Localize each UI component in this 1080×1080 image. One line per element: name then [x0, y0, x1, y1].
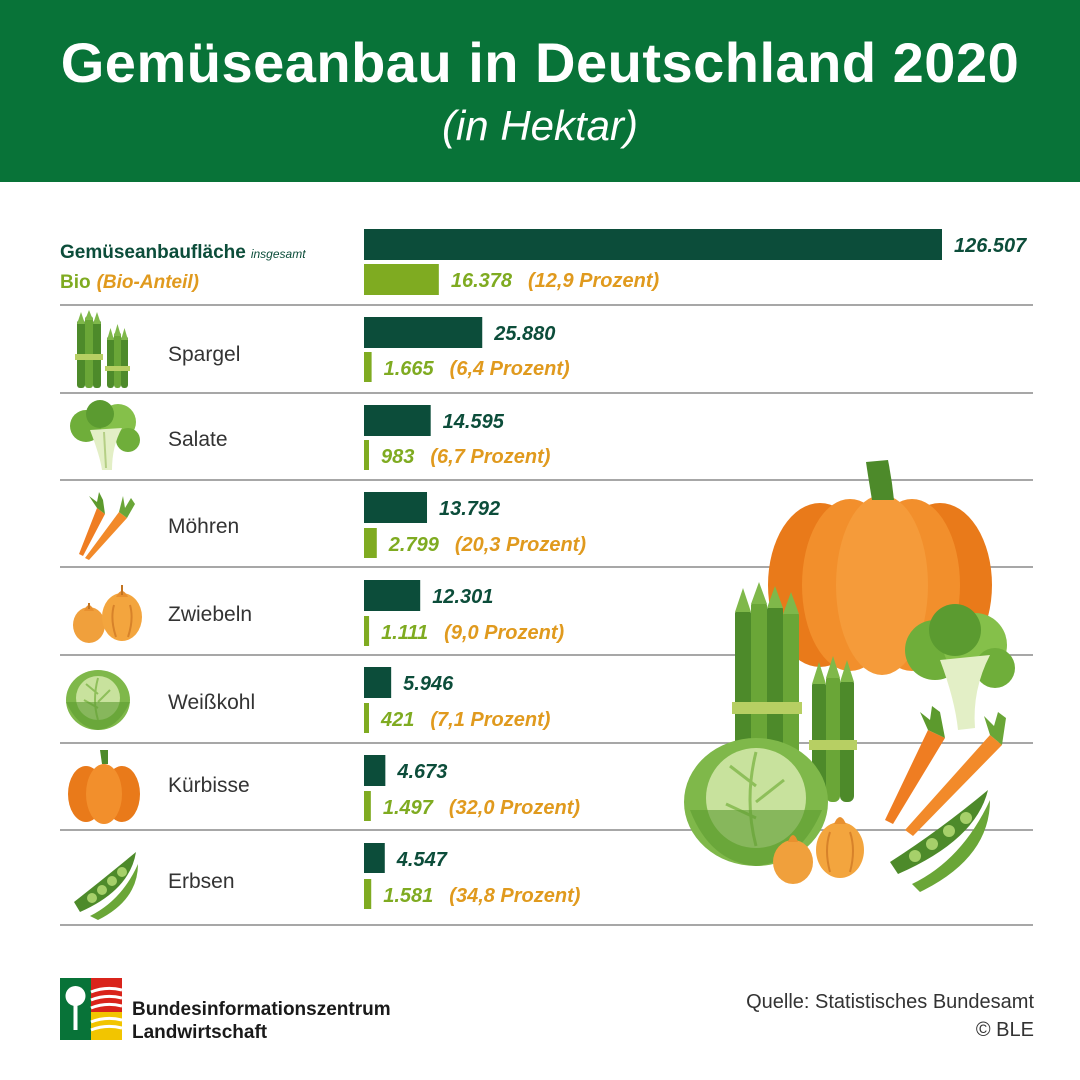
peas-illustration — [890, 790, 990, 892]
bar-total-salate — [364, 405, 431, 436]
onion-icon — [73, 585, 142, 643]
category-label-kuerbisse: Kürbisse — [168, 774, 250, 797]
bar-bio-spargel — [364, 352, 372, 382]
category-label-erbsen: Erbsen — [168, 870, 235, 893]
value-label-share-gemueseanbauflaeche-insgesamt: (12,9 Prozent) — [528, 270, 659, 292]
value-label-share-moehren: (20,3 Prozent) — [455, 534, 586, 556]
bar-bio-salate — [364, 440, 369, 470]
source-note: Quelle: Statistisches Bundesamt © BLE — [746, 988, 1034, 1044]
bar-bio-erbsen — [364, 879, 372, 909]
bar-total-weisskohl — [364, 667, 392, 698]
value-label-bio-spargel: 1.665 — [384, 358, 435, 380]
value-label-total-gemueseanbauflaeche-insgesamt: 126.507 — [954, 235, 1027, 257]
copyright-text: © BLE — [975, 1019, 1034, 1041]
bar-total-erbsen — [364, 843, 385, 873]
pea-pod-icon — [74, 852, 138, 920]
asparagus-illustration — [732, 582, 857, 802]
page-subtitle: (in Hektar) — [441, 102, 639, 149]
category-label-moehren: Möhren — [168, 515, 239, 538]
value-label-total-salate: 14.595 — [443, 411, 505, 433]
category-label-spargel: Spargel — [168, 343, 240, 366]
carrot-icon — [79, 492, 135, 560]
bar-total-moehren — [364, 492, 428, 523]
bar-bio-kuerbisse — [364, 791, 371, 821]
vegetable-illustration — [684, 460, 1015, 892]
value-label-bio-salate: 983 — [381, 446, 414, 468]
value-label-total-kuerbisse: 4.673 — [396, 761, 447, 783]
value-label-bio-erbsen: 1.581 — [383, 885, 433, 907]
category-label-zwiebeln: Zwiebeln — [168, 603, 252, 626]
lettuce-icon — [70, 400, 140, 470]
page-title: Gemüseanbau in Deutschland 2020 — [60, 31, 1020, 94]
value-label-total-moehren: 13.792 — [439, 498, 500, 520]
value-label-total-erbsen: 4.547 — [396, 849, 448, 871]
value-label-bio-gemueseanbauflaeche-insgesamt: 16.378 — [451, 270, 513, 292]
org-name-line1: Bundesinformationszentrum — [132, 999, 391, 1020]
cabbage-illustration — [684, 738, 828, 866]
bar-total-kuerbisse — [364, 755, 386, 786]
value-label-total-spargel: 25.880 — [493, 323, 555, 345]
lettuce-illustration — [905, 604, 1015, 730]
bar-total-spargel — [364, 317, 483, 348]
source-text: Quelle: Statistisches Bundesamt — [746, 991, 1034, 1013]
bar-bio-weisskohl — [364, 703, 369, 733]
org-logo — [60, 978, 123, 1040]
legend-total-label: Gemüseanbaufläche insgesamt — [60, 242, 306, 263]
asparagus-icon — [75, 310, 130, 388]
category-label-weisskohl: Weißkohl — [168, 691, 255, 714]
value-label-share-weisskohl: (7,1 Prozent) — [430, 709, 550, 731]
org-name: Bundesinformationszentrum Landwirtschaft — [132, 998, 391, 1044]
bar-bio-zwiebeln — [364, 616, 370, 646]
value-label-bio-kuerbisse: 1.497 — [383, 797, 434, 819]
value-label-total-zwiebeln: 12.301 — [432, 586, 493, 608]
value-label-bio-moehren: 2.799 — [388, 534, 440, 556]
bar-bio-gemueseanbauflaeche-insgesamt — [364, 264, 439, 295]
value-label-bio-weisskohl: 421 — [380, 709, 414, 731]
bars-group: 126.507 16.378 (12,9 Prozent) 25.880 1.665 (6… — [364, 229, 1027, 909]
value-label-bio-zwiebeln: 1.111 — [381, 622, 428, 644]
pumpkin-illustration — [768, 460, 992, 675]
value-label-share-spargel: (6,4 Prozent) — [450, 358, 570, 380]
pumpkin-icon — [68, 750, 140, 824]
value-label-share-zwiebeln: (9,0 Prozent) — [444, 622, 564, 644]
bar-total-gemueseanbauflaeche-insgesamt — [364, 229, 942, 260]
value-label-share-erbsen: (34,8 Prozent) — [449, 885, 580, 907]
bar-bio-moehren — [364, 528, 377, 558]
value-label-total-weisskohl: 5.946 — [403, 673, 454, 695]
value-label-share-salate: (6,7 Prozent) — [430, 446, 550, 468]
header-banner: Gemüseanbau in Deutschland 2020 (in Hekt… — [0, 0, 1080, 182]
bar-total-zwiebeln — [364, 580, 421, 611]
category-label-salate: Salate — [168, 428, 228, 451]
cabbage-icon — [66, 670, 130, 730]
value-label-share-kuerbisse: (32,0 Prozent) — [449, 797, 580, 819]
legend-bio-label: Bio (Bio-Anteil) — [60, 272, 199, 293]
carrots-illustration — [885, 706, 1006, 836]
org-name-line2: Landwirtschaft — [132, 1022, 268, 1043]
onions-illustration — [773, 817, 864, 884]
